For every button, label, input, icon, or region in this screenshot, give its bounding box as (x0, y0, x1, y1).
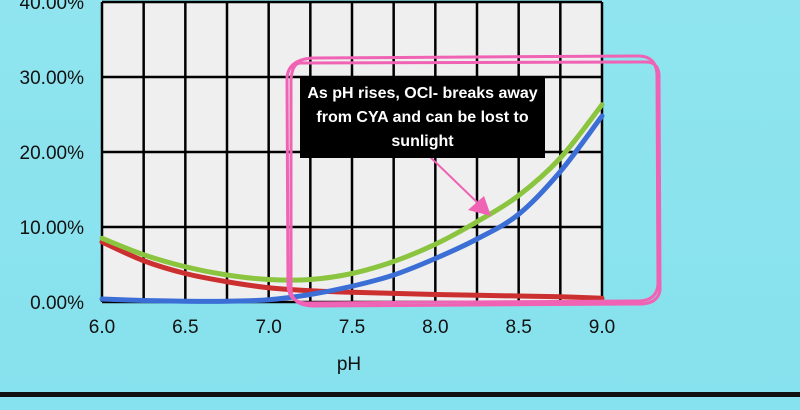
y-tick-label: 30.00% (20, 68, 85, 89)
series-line-1 (99, 239, 605, 301)
x-tick-label: 9.0 (589, 317, 615, 338)
series-line-3 (99, 113, 605, 304)
callout-arrow (425, 152, 484, 209)
x-tick-label: 8.5 (505, 317, 531, 338)
x-tick-label: 8.0 (422, 317, 448, 338)
series-line-2 (99, 102, 605, 283)
y-tick-label: 0.00% (30, 293, 84, 314)
y-tick-label: 40.00% (20, 0, 85, 14)
y-tick-labels: 0.00% 10.00% 20.00% 30.00% 40.00% (20, 0, 85, 314)
y-tick-label: 20.00% (20, 143, 85, 164)
highlight-box (285, 54, 662, 308)
y-tick-label: 10.00% (20, 218, 85, 239)
x-tick-label: 6.5 (172, 317, 198, 338)
x-tick-label: 7.0 (255, 317, 281, 338)
x-axis-title: pH (337, 354, 361, 375)
x-tick-label: 6.0 (89, 317, 115, 338)
callout-annotation: As pH rises, OCl- breaks away from CYA a… (300, 78, 545, 158)
bottom-divider (0, 392, 800, 397)
x-tick-label: 7.5 (339, 317, 365, 338)
callout-arrowhead (468, 196, 491, 216)
x-tick-labels: 6.0 6.5 7.0 7.5 8.0 8.5 9.0 (89, 317, 615, 338)
series-lines (99, 102, 605, 304)
